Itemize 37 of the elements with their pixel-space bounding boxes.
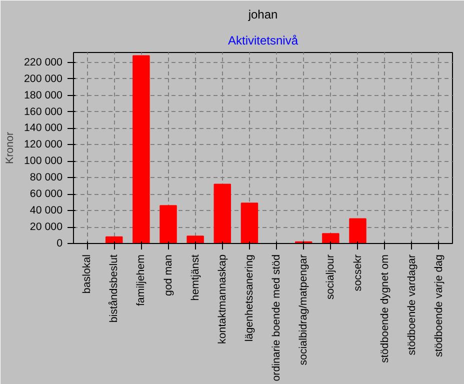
- chart-subtitle: Aktivitetsnivå: [228, 34, 298, 48]
- x-tick-label: stödboende dygnet om: [378, 254, 391, 363]
- bar: [349, 218, 366, 244]
- x-tick-label: kontaktmannaskap: [216, 254, 228, 344]
- bar: [105, 236, 123, 244]
- x-tick-label: hemtjänst: [189, 254, 202, 301]
- bar: [160, 205, 177, 244]
- y-tick-label: 0: [56, 238, 63, 250]
- y-tick-label: 20 000: [30, 221, 63, 234]
- bar: [240, 202, 258, 244]
- x-tick-label: ordinarie boende med stöd: [270, 254, 283, 382]
- y-tick-label: 100 000: [24, 155, 63, 168]
- y-tick-label: 220 000: [24, 56, 63, 68]
- chart-title: johan: [247, 8, 278, 22]
- y-axis-title: Kronor: [4, 132, 16, 164]
- y-tick-label: 120 000: [24, 138, 63, 151]
- y-tick-label: 160 000: [24, 106, 63, 118]
- y-tick-label: 40 000: [30, 204, 63, 217]
- y-tick-label: 180 000: [24, 89, 63, 102]
- x-tick-label: stödboende vardagar: [406, 254, 418, 356]
- x-tick-label: socialjour: [324, 254, 337, 300]
- y-tick-label: 60 000: [30, 188, 63, 200]
- x-tick-label: socsekr: [352, 254, 364, 292]
- x-tick-label: lägenhetssanering: [243, 254, 256, 342]
- x-tick-label: biståndsbeslut: [108, 254, 120, 323]
- y-tick-label: 140 000: [24, 122, 63, 134]
- y-tick-label: 80 000: [30, 172, 63, 184]
- bar: [186, 236, 204, 244]
- x-tick-label: stödboende varje dag: [432, 254, 445, 357]
- x-tick-label: familjehem: [135, 254, 148, 306]
- bar: [322, 233, 340, 244]
- bar: [132, 55, 150, 244]
- x-tick-label: socialbidrag/matpengar: [298, 254, 310, 366]
- y-tick-label: 200 000: [24, 72, 63, 85]
- x-tick-label: baslokal: [81, 254, 94, 294]
- x-tick-label: god man: [162, 254, 174, 296]
- bar: [214, 184, 232, 244]
